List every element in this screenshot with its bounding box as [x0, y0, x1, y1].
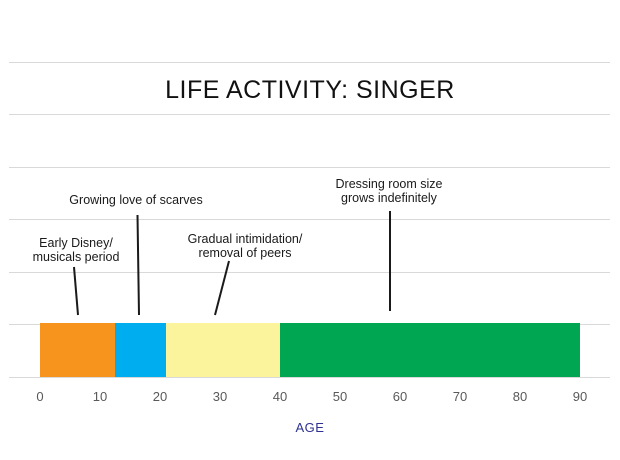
annotation-line: Dressing room size [335, 177, 443, 191]
gridline [9, 219, 610, 220]
x-tick-label: 30 [212, 389, 228, 404]
annotation-line: Gradual intimidation/ [187, 232, 303, 246]
bar-segment-1 [40, 323, 115, 377]
gridline [9, 166, 610, 168]
annotation-line: grows indefinitely [341, 191, 437, 205]
x-axis-label: AGE [295, 420, 325, 435]
gridline [9, 271, 610, 273]
x-tick-label: 90 [572, 389, 588, 404]
timeline-bar [0, 323, 620, 377]
chart-title: LIFE ACTIVITY: SINGER [165, 76, 455, 104]
x-tick-label: 70 [452, 389, 468, 404]
leader-line [73, 266, 79, 316]
annotation-line: Growing love of scarves [69, 193, 203, 207]
x-tick-label: 80 [512, 389, 528, 404]
leader-line [136, 214, 140, 316]
bar-segment-2 [115, 323, 166, 377]
leader-line [214, 260, 230, 316]
annotation-label: Dressing room size grows indefinitely [336, 177, 443, 205]
gridline [9, 114, 610, 115]
bar-segment-4 [280, 323, 580, 377]
annotation-label: Gradual intimidation/removal of peers [188, 232, 303, 260]
x-tick-label: 50 [332, 389, 348, 404]
gridline [9, 61, 610, 63]
x-tick-label: 60 [392, 389, 408, 404]
annotation-line: Early Disney/ [39, 236, 113, 250]
x-tick-label: 0 [36, 389, 44, 404]
gridline [9, 376, 610, 378]
x-tick-label: 10 [92, 389, 108, 404]
bar-segment-3 [166, 323, 280, 377]
annotation-label: Early Disney/musicals period [33, 236, 120, 264]
annotation-line: musicals period [32, 250, 120, 264]
x-tick-label: 20 [152, 389, 168, 404]
x-tick-label: 40 [272, 389, 288, 404]
annotation-line: removal of peers [198, 246, 292, 260]
annotation-label: Growing love of scarves [69, 193, 202, 207]
